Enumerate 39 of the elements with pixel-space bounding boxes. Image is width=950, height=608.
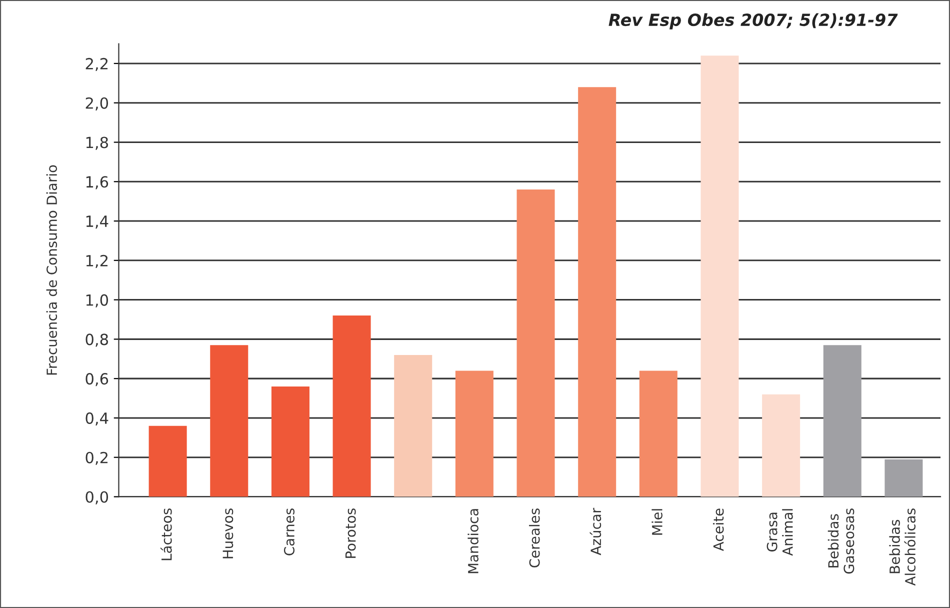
x-tick-label: Carnes bbox=[284, 508, 294, 556]
x-tick-label: Mandioca bbox=[468, 509, 478, 574]
y-tick-label: 0,6 bbox=[86, 373, 108, 386]
x-tick-label: Bebidas Alcohólicas bbox=[889, 508, 916, 586]
y-tick-label: 2,2 bbox=[86, 58, 108, 72]
x-tick-label: Lácteos bbox=[160, 508, 172, 560]
y-tick-label: 1,6 bbox=[86, 176, 108, 190]
bar bbox=[884, 459, 923, 497]
x-tick-label: Azúcar bbox=[590, 508, 602, 556]
bar bbox=[210, 345, 248, 497]
x-tick-label: Bebidas Gaseosas bbox=[828, 508, 854, 574]
bar bbox=[700, 56, 739, 497]
x-tick-label: Aceite bbox=[713, 508, 724, 552]
bar bbox=[639, 370, 678, 497]
text: Rev Esp Obes 2007; 5(2):91-97 bbox=[608, 13, 898, 30]
y-tick-label: 0,2 bbox=[86, 452, 108, 465]
y-tick-label: 0,0 bbox=[86, 491, 108, 504]
x-tick-label: Cereales bbox=[529, 508, 540, 568]
bar bbox=[332, 316, 371, 497]
bar bbox=[455, 370, 494, 497]
x-tick-label: Miel bbox=[652, 509, 662, 535]
y-tick-label: 0,4 bbox=[86, 412, 108, 426]
y-tick-label: 1,4 bbox=[86, 216, 108, 229]
bar bbox=[762, 394, 800, 497]
bar bbox=[271, 386, 310, 497]
y-axis-title: Frecuencia de Consumo Diario bbox=[46, 165, 58, 375]
bar bbox=[394, 354, 432, 497]
bar bbox=[823, 345, 862, 497]
x-tick-label: Huevos bbox=[222, 508, 234, 558]
y-tick-label: 1,2 bbox=[86, 254, 108, 268]
y-tick-label: 2,0 bbox=[86, 97, 108, 110]
y-tick-label: 1,0 bbox=[86, 294, 108, 308]
bar bbox=[148, 426, 187, 497]
y-tick-label: 1,8 bbox=[86, 136, 108, 150]
y-tick-label: 0,8 bbox=[86, 334, 108, 347]
x-tick-label: Grasa Animal bbox=[766, 509, 793, 556]
bar bbox=[516, 190, 555, 497]
bar bbox=[578, 87, 616, 497]
x-tick-label: Porotos bbox=[345, 508, 356, 558]
